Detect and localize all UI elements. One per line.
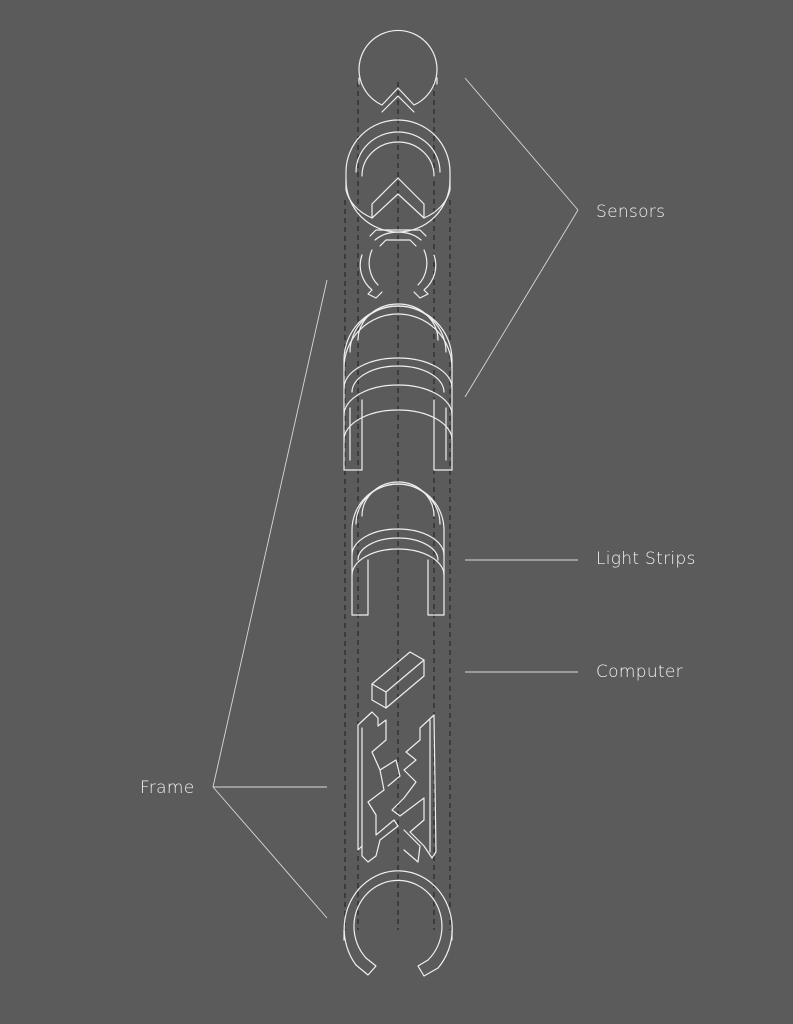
light-strips-cylinder [351, 481, 445, 616]
light-cylinder-large [343, 303, 453, 471]
frame-label: Frame [140, 778, 195, 798]
computer-label: Computer [596, 662, 683, 682]
frame-plates [357, 711, 437, 863]
computer-box [371, 651, 425, 709]
sensor-ring [345, 119, 451, 233]
frame-base-ring [343, 870, 453, 977]
leader-lines [212, 77, 579, 919]
sensor-cap-top [358, 29, 438, 113]
sensor-bracket [359, 229, 437, 299]
sensors-label: Sensors [596, 202, 666, 222]
light-strips-label: Light Strips [596, 549, 696, 569]
